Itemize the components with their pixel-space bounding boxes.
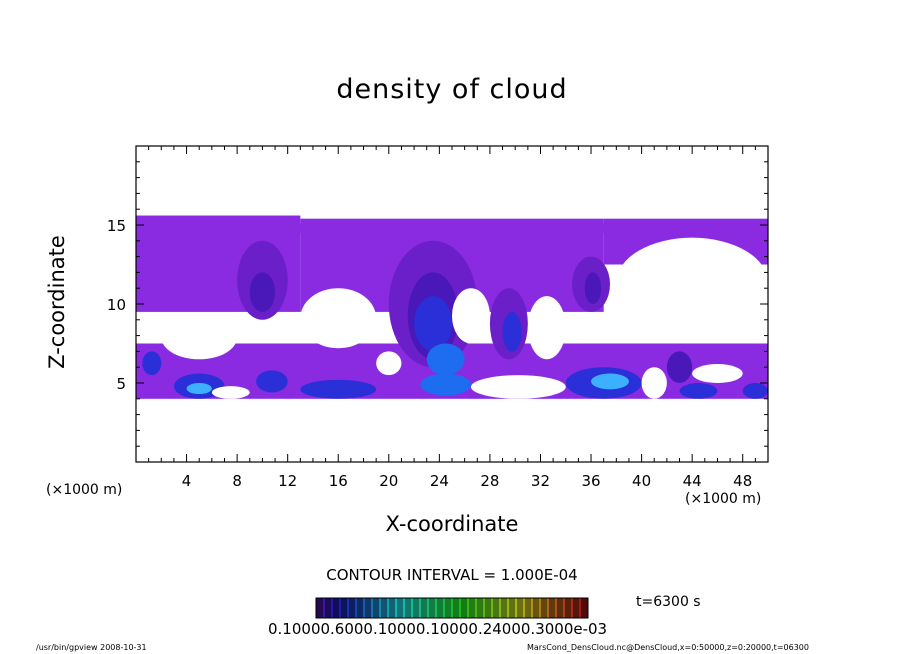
colorbar-cell-6 bbox=[364, 598, 372, 618]
colorbar-cell-26 bbox=[524, 598, 532, 618]
x-tick-label-40: 40 bbox=[632, 472, 651, 490]
x-axis-label: X-coordinate bbox=[385, 512, 519, 536]
colorbar-cell-32 bbox=[572, 598, 580, 618]
x-unit-right: (×1000 m) bbox=[685, 491, 762, 507]
cloud-region-6 bbox=[249, 272, 276, 312]
colorbar-labels: 0.10000.6000.10000.10000.24000.3000e-03 bbox=[268, 620, 608, 638]
clear-region-9 bbox=[641, 367, 667, 399]
cloud-region-16 bbox=[186, 383, 212, 395]
colorbar-cell-4 bbox=[348, 598, 356, 618]
colorbar-cell-15 bbox=[436, 598, 444, 618]
colorbar-cell-31 bbox=[564, 598, 572, 618]
colorbar-cell-20 bbox=[476, 598, 484, 618]
colorbar-cell-12 bbox=[412, 598, 420, 618]
colorbar-frame bbox=[315, 597, 589, 619]
clear-region-7 bbox=[211, 386, 250, 399]
y-tick-label-15: 15 bbox=[107, 217, 126, 235]
cloud-region-10 bbox=[426, 343, 465, 376]
cloud-region-22 bbox=[142, 351, 162, 376]
colorbar-cell-30 bbox=[556, 598, 564, 618]
colorbar-cell-29 bbox=[548, 598, 556, 618]
x-tick-label-16: 16 bbox=[329, 472, 348, 490]
x-tick-label-28: 28 bbox=[480, 472, 499, 490]
x-tick-label-32: 32 bbox=[531, 472, 550, 490]
x-unit-left: (×1000 m) bbox=[46, 482, 123, 498]
x-tick-label-4: 4 bbox=[182, 472, 192, 490]
colorbar-cell-3 bbox=[340, 598, 348, 618]
footer-source: MarsCond_DensCloud.nc@DensCloud,x=0:5000… bbox=[527, 643, 809, 652]
cloud-region-18 bbox=[300, 379, 377, 399]
cloud-region-17 bbox=[256, 370, 288, 393]
colorbar-cell-8 bbox=[380, 598, 388, 618]
x-tick-label-8: 8 bbox=[232, 472, 242, 490]
x-tick-label-36: 36 bbox=[581, 472, 600, 490]
cloud-region-14 bbox=[584, 272, 602, 305]
cloud-region-24 bbox=[679, 383, 718, 399]
time-label: t=6300 s bbox=[636, 594, 701, 610]
contour-interval: CONTOUR INTERVAL = 1.000E-04 bbox=[326, 566, 578, 584]
colorbar-cell-9 bbox=[388, 598, 396, 618]
y-tick-label-5: 5 bbox=[116, 375, 126, 393]
clear-region-10 bbox=[692, 364, 743, 383]
colorbar-cell-22 bbox=[492, 598, 500, 618]
colorbar-cell-18 bbox=[460, 598, 468, 618]
x-tick-label-44: 44 bbox=[683, 472, 702, 490]
density-field bbox=[136, 215, 768, 462]
colorbar-cell-7 bbox=[372, 598, 380, 618]
colorbar-cell-25 bbox=[516, 598, 524, 618]
colorbar-cell-27 bbox=[532, 598, 540, 618]
x-tick-label-24: 24 bbox=[430, 472, 449, 490]
y-axis-label: Z-coordinate bbox=[45, 235, 69, 369]
x-tick-label-20: 20 bbox=[379, 472, 398, 490]
clear-region-6 bbox=[376, 351, 402, 376]
clear-region-5 bbox=[136, 400, 768, 462]
x-tick-label-48: 48 bbox=[733, 472, 752, 490]
colorbar-cell-33 bbox=[580, 598, 588, 618]
colorbar-cell-17 bbox=[452, 598, 460, 618]
cloud-region-9 bbox=[414, 296, 452, 352]
clear-region-1 bbox=[452, 288, 490, 344]
cloud-region-12 bbox=[502, 311, 522, 352]
colorbar-cell-23 bbox=[500, 598, 508, 618]
colorbar-cell-13 bbox=[420, 598, 428, 618]
colorbar-cell-21 bbox=[484, 598, 492, 618]
colorbar-cell-11 bbox=[404, 598, 412, 618]
cloud-region-21 bbox=[591, 373, 629, 390]
axis-ticks bbox=[136, 146, 768, 462]
footer-program: /usr/bin/gpview 2008-10-31 bbox=[36, 643, 147, 652]
cloud-region-19 bbox=[420, 373, 471, 396]
colorbar-cell-5 bbox=[356, 598, 364, 618]
chart-title: density of cloud bbox=[336, 74, 568, 105]
colorbar-cell-19 bbox=[468, 598, 476, 618]
y-tick-label-10: 10 bbox=[107, 296, 126, 314]
clear-region-8 bbox=[470, 375, 566, 399]
cloud-region-25 bbox=[742, 383, 768, 399]
clear-region-3 bbox=[616, 237, 768, 328]
clear-region-0 bbox=[300, 288, 377, 349]
colorbar-cell-28 bbox=[540, 598, 548, 618]
colorbar-cell-24 bbox=[508, 598, 516, 618]
x-tick-label-12: 12 bbox=[278, 472, 297, 490]
colorbar-cell-0 bbox=[316, 598, 324, 618]
colorbar-cell-2 bbox=[332, 598, 340, 618]
cloud-region-23 bbox=[666, 351, 693, 384]
colorbar-cell-14 bbox=[428, 598, 436, 618]
colorbar-cell-1 bbox=[324, 598, 332, 618]
colorbar-cell-16 bbox=[444, 598, 452, 618]
colorbar bbox=[315, 597, 589, 619]
clear-region-4 bbox=[161, 315, 238, 360]
clear-region-2 bbox=[527, 296, 566, 360]
colorbar-cell-10 bbox=[396, 598, 404, 618]
